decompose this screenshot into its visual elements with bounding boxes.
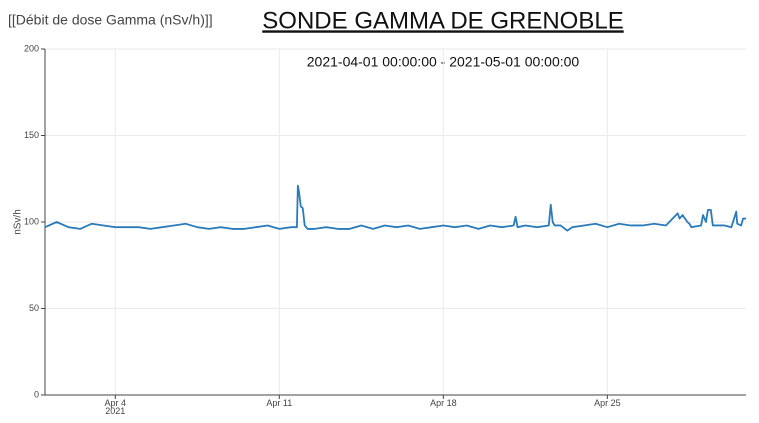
x-tick-label: Apr 11 bbox=[266, 398, 292, 408]
y-tick-label: 200 bbox=[24, 43, 39, 53]
x-tick-label: Apr 18 bbox=[430, 398, 457, 408]
y-axis-label: nSv/h bbox=[13, 209, 24, 235]
page-label: [[Débit de dose Gamma (nSv/h)]] bbox=[8, 12, 213, 28]
y-tick-label: 100 bbox=[24, 216, 39, 226]
y-tick-label: 50 bbox=[29, 303, 39, 313]
y-tick-label: 0 bbox=[34, 389, 39, 399]
data-line bbox=[44, 184, 746, 232]
x-tick-label: Apr 25 bbox=[594, 398, 621, 408]
y-tick-label: 150 bbox=[24, 130, 39, 140]
chart-title: SONDE GAMMA DE GRENOBLE bbox=[262, 7, 623, 34]
x-tick-label: Apr 4 2021 bbox=[105, 398, 127, 416]
